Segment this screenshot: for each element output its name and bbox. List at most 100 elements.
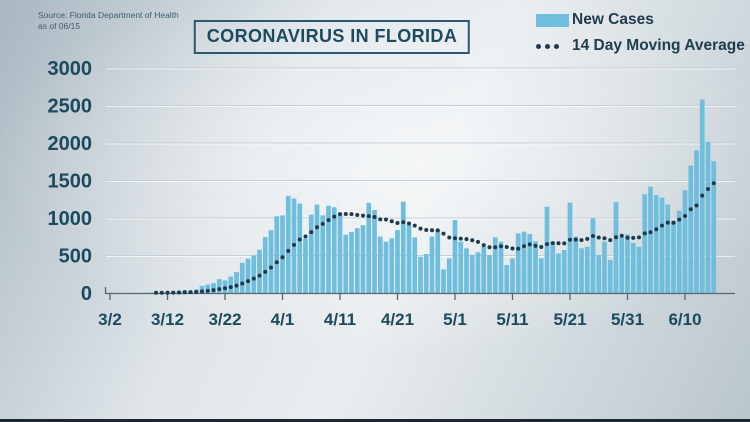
new-cases-bar bbox=[326, 205, 331, 293]
new-cases-bar bbox=[498, 241, 504, 293]
new-cases-bar bbox=[216, 279, 222, 293]
x-axis-label: 3/2 bbox=[98, 310, 122, 329]
new-cases-bar bbox=[613, 202, 619, 293]
moving-average-dot bbox=[648, 230, 653, 235]
moving-average-dot bbox=[458, 236, 463, 241]
new-cases-bar bbox=[228, 276, 234, 293]
new-cases-bar bbox=[297, 203, 303, 293]
new-cases-bar bbox=[630, 242, 636, 293]
moving-average-dot bbox=[430, 228, 434, 233]
moving-average-dot bbox=[608, 238, 613, 243]
moving-average-dot bbox=[665, 220, 670, 225]
moving-average-dot bbox=[188, 290, 193, 295]
new-cases-bar bbox=[383, 241, 389, 293]
new-cases-bar bbox=[418, 256, 423, 293]
moving-average-dot bbox=[395, 221, 400, 226]
moving-average-dot bbox=[596, 235, 601, 240]
moving-average-dot bbox=[154, 290, 158, 295]
moving-average-dot bbox=[504, 244, 509, 249]
moving-average-dot bbox=[182, 290, 187, 295]
y-axis-label: 2000 bbox=[48, 133, 93, 155]
new-cases-bar bbox=[590, 218, 596, 293]
new-cases-bar bbox=[395, 230, 400, 293]
moving-average-dot bbox=[677, 217, 682, 222]
moving-average-dot bbox=[159, 290, 164, 295]
new-cases-bar bbox=[406, 224, 412, 293]
moving-average-dot bbox=[585, 236, 590, 241]
new-cases-bar bbox=[636, 246, 642, 293]
new-cases-bar bbox=[602, 241, 607, 293]
moving-average-dot bbox=[240, 281, 245, 286]
moving-average-dot bbox=[464, 237, 469, 242]
new-cases-bar bbox=[648, 186, 653, 293]
legend-moving-average-label: 14 Day Moving Average bbox=[572, 37, 745, 54]
moving-average-dot bbox=[269, 265, 273, 270]
new-cases-bar bbox=[544, 206, 550, 293]
new-cases-bar bbox=[688, 165, 694, 293]
moving-average-dot bbox=[361, 213, 365, 218]
y-axis-label: 0 bbox=[81, 283, 92, 305]
new-cases-bar bbox=[280, 215, 285, 293]
new-cases-bar bbox=[481, 246, 487, 293]
moving-average-dot bbox=[349, 212, 354, 217]
new-cases-bar bbox=[596, 254, 602, 293]
moving-average-dot bbox=[320, 221, 325, 226]
moving-average-dot bbox=[493, 245, 498, 250]
moving-average-dot bbox=[338, 212, 342, 217]
moving-average-dot bbox=[706, 187, 710, 192]
legend-new-cases: New Cases bbox=[536, 9, 745, 31]
moving-average-dot bbox=[579, 238, 584, 243]
moving-average-dot bbox=[274, 260, 279, 265]
legend: New Cases 14 Day Moving Average bbox=[536, 9, 745, 61]
new-cases-bar bbox=[550, 241, 556, 293]
new-cases-bar bbox=[429, 236, 435, 293]
moving-average-dot bbox=[366, 214, 371, 219]
new-cases-bar bbox=[308, 214, 314, 293]
new-cases-bar bbox=[354, 228, 360, 293]
moving-average-dot bbox=[205, 288, 210, 293]
moving-average-dot bbox=[660, 223, 664, 228]
moving-average-dot bbox=[165, 290, 170, 295]
moving-average-dot bbox=[533, 243, 538, 248]
new-cases-bar bbox=[458, 241, 464, 293]
new-cases-bar bbox=[642, 194, 648, 293]
moving-average-dot bbox=[200, 289, 204, 294]
new-cases-bar bbox=[487, 255, 492, 293]
new-cases-bar bbox=[694, 150, 699, 293]
moving-average-dot bbox=[211, 288, 216, 293]
new-cases-swatch-icon bbox=[536, 13, 569, 27]
moving-average-dot bbox=[694, 203, 699, 208]
new-cases-bar bbox=[372, 209, 377, 293]
new-cases-bar bbox=[251, 255, 257, 293]
x-axis-label: 4/21 bbox=[381, 310, 414, 329]
moving-average-dot bbox=[642, 231, 647, 236]
moving-average-dot bbox=[654, 227, 659, 232]
new-cases-bar bbox=[199, 285, 205, 293]
new-cases-bar bbox=[676, 210, 682, 293]
new-cases-bar bbox=[561, 250, 567, 293]
legend-new-cases-label: New Cases bbox=[572, 11, 654, 28]
chart-title: CORONAVIRUS IN FLORIDA bbox=[206, 26, 458, 46]
new-cases-bar bbox=[527, 233, 533, 293]
new-cases-bar bbox=[579, 248, 584, 293]
moving-average-dot bbox=[499, 244, 503, 249]
moving-average-dot bbox=[573, 237, 578, 242]
new-cases-bar bbox=[475, 252, 481, 293]
y-axis-label: 2500 bbox=[48, 96, 93, 118]
new-cases-bar bbox=[366, 202, 372, 293]
new-cases-bar bbox=[234, 272, 239, 293]
moving-average-dot bbox=[631, 235, 636, 240]
moving-average-dot bbox=[389, 219, 394, 224]
new-cases-bar bbox=[653, 195, 659, 293]
new-cases-bar bbox=[625, 234, 630, 293]
x-axis-label: 5/1 bbox=[443, 310, 467, 329]
moving-average-dot bbox=[401, 220, 406, 225]
new-cases-bar bbox=[705, 141, 711, 293]
moving-average-dot bbox=[562, 241, 567, 246]
moving-average-dot bbox=[625, 235, 630, 240]
moving-average-dot bbox=[619, 233, 624, 238]
new-cases-bar bbox=[538, 258, 544, 293]
new-cases-bar bbox=[268, 230, 274, 293]
moving-average-dot bbox=[372, 214, 377, 219]
